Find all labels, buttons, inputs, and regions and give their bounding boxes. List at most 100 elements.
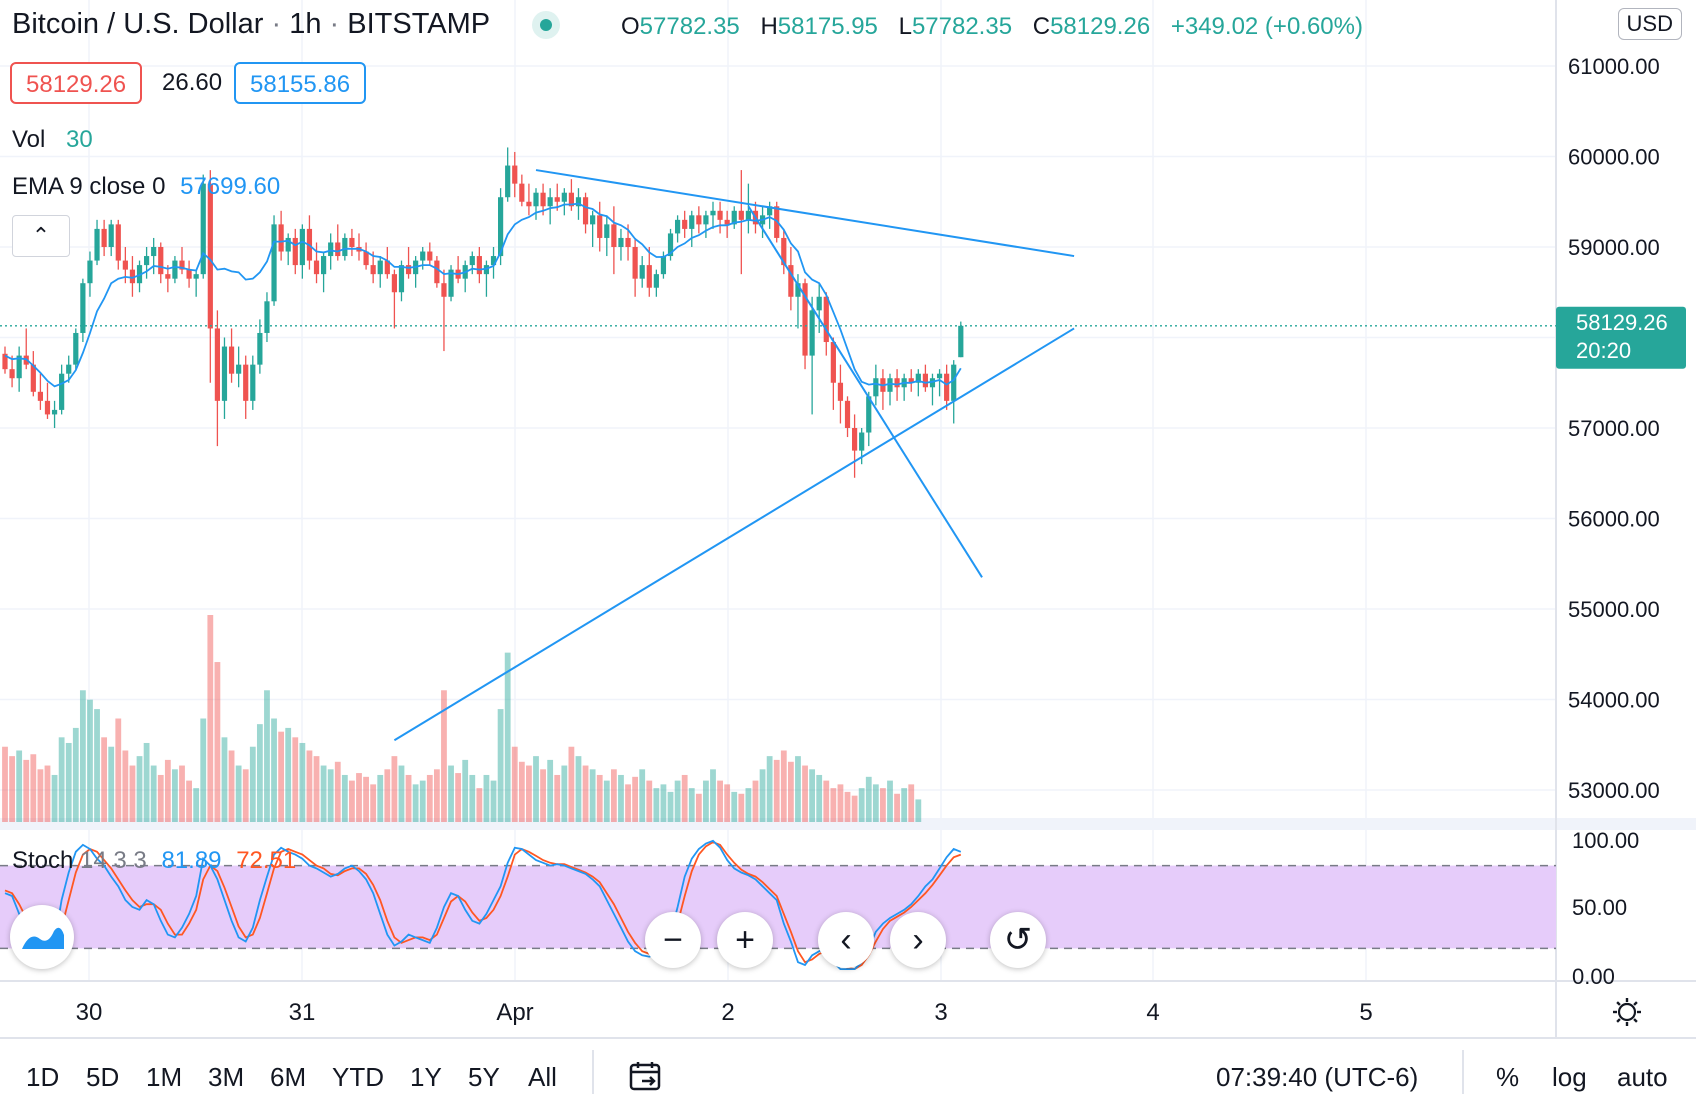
volume-bar [540,769,546,822]
gear-icon[interactable] [1613,998,1641,1026]
volume-bar [469,774,476,822]
stoch-tick-label: 0.00 [1572,964,1615,989]
candle-body [115,224,121,261]
timeframe-5d-button[interactable]: 5D [86,1062,120,1092]
log-toggle[interactable]: log [1552,1062,1587,1092]
candle-body [823,296,829,343]
volume-bar [646,780,653,822]
candle-body [512,165,518,184]
timeframe-3m-button[interactable]: 3M [208,1062,245,1092]
volume-bar [837,784,844,822]
spread-value: 26.60 [162,69,223,96]
volume-bar [157,774,164,822]
timeframe-ytd-button[interactable]: YTD [332,1062,384,1092]
volume-bar [915,799,922,822]
candle-body [73,332,79,365]
auto-toggle[interactable]: auto [1617,1062,1668,1092]
candle-body [179,260,185,270]
candle-body [724,219,730,225]
candle-body [384,260,390,275]
symbol-header[interactable]: Bitcoin / U.S. Dollar · 1h · BITSTAMP [12,8,580,41]
volume-bar [136,756,143,822]
timeframe-1y-button[interactable]: 1Y [410,1062,442,1092]
volume-bar [710,769,716,822]
candle-body [398,265,405,293]
buy-price-button[interactable]: 58155.86 [234,62,367,104]
percent-toggle[interactable]: % [1496,1062,1520,1092]
volume-legend[interactable]: Vol 30 [12,126,93,153]
ema-legend[interactable]: EMA 9 close 0 57699.60 [12,173,281,200]
timeframe-5y-button[interactable]: 5Y [468,1062,500,1092]
time-tick-label: 3 [934,999,947,1026]
candle-body [561,192,567,202]
ema-line [4,202,962,388]
volume-bar [738,793,745,822]
zoom-out-button[interactable]: − [645,912,701,968]
candle-body [837,382,844,401]
sell-price-button[interactable]: 58129.26 [10,62,143,104]
timeframe-1m-button[interactable]: 1M [146,1062,183,1092]
calendar-range-icon[interactable] [628,1060,664,1097]
candle-body [51,409,58,415]
timeframe-6m-button[interactable]: 6M [270,1062,307,1092]
candle-body [427,251,433,261]
volume-bar [122,750,129,822]
volume-bar [745,788,752,822]
volume-bar [441,690,447,822]
candle-body [795,283,801,297]
candle-body [207,183,213,329]
volume-bar [391,756,398,822]
volume-bar [193,788,200,822]
volume-bar [221,737,228,822]
candle-body [717,210,723,220]
candle-body [547,197,553,207]
volume-bar [787,761,794,822]
volume-bar [618,774,624,822]
price-tick-label: 59000.00 [1568,235,1660,260]
timeframe-1d-button[interactable]: 1D [26,1062,60,1092]
volume-bar [271,718,277,822]
candle-body [830,342,836,383]
candle-body [667,233,674,257]
candle-body [469,256,475,266]
volume-bar [2,746,8,822]
candle-body [604,224,610,238]
timeframe-all-button[interactable]: All [528,1062,557,1092]
volume-bar [653,788,660,822]
candle-body [682,219,688,229]
trendlines[interactable] [0,169,1556,742]
zoom-in-button[interactable]: + [717,912,773,968]
volume-bar [610,769,617,822]
candle-body [887,378,893,392]
candle-body [554,197,560,202]
tradingview-logo-icon[interactable] [10,905,74,969]
clock-timezone[interactable]: 07:39:40 (UTC-6) [1216,1062,1419,1092]
market-status-icon [539,19,552,32]
candle-body [611,224,617,247]
volume-bar [129,765,136,822]
collapse-legend-button[interactable]: ⌃ [12,215,70,257]
volume-bar [844,791,851,822]
volume-bar [823,780,830,822]
candle-body [767,206,773,216]
volume-bar [766,756,773,822]
candle-body [788,265,794,297]
candle-body [618,237,624,247]
candle-body [498,197,504,257]
candle-body [342,237,348,257]
candle-body [328,242,334,257]
volume-bar [65,742,72,822]
candle-body [257,332,263,365]
price-chart[interactable]: 61000.0060000.0059000.0058000.0057000.00… [0,0,1696,1037]
candle-body [122,260,128,270]
scroll-right-button[interactable]: › [890,912,946,968]
currency-button[interactable]: USD [1617,8,1682,40]
last-price-label: 58129.26 [1576,310,1668,335]
volume-bar [554,774,561,822]
reset-chart-button[interactable]: ↺ [990,912,1046,968]
candle-body [582,197,589,225]
stoch-legend[interactable]: Stoch 14 3 3 81.89 72.51 [12,847,297,874]
volume-bar [433,769,440,822]
scroll-left-button[interactable]: ‹ [818,912,874,968]
ema-9-line [4,202,962,388]
